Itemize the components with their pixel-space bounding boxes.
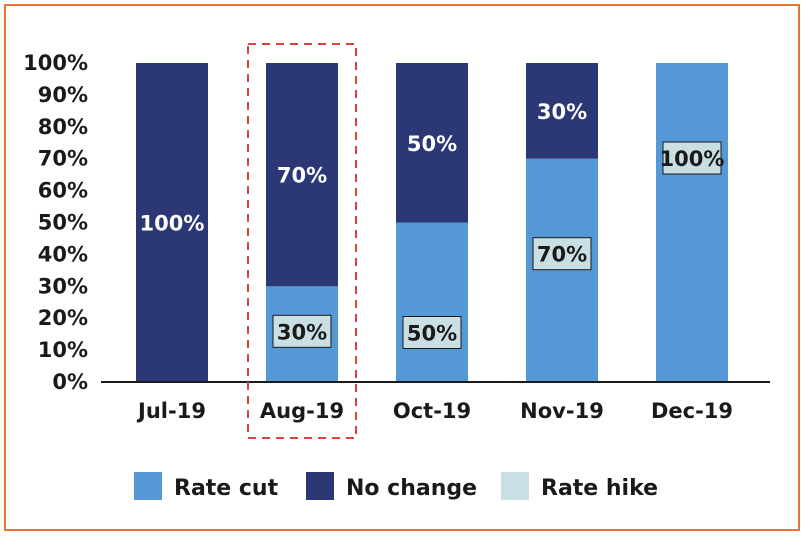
legend-swatch-no-change [306, 472, 334, 500]
legend-swatch-rate-hike [501, 472, 529, 500]
data-label-aug-19-no-change: 70% [277, 164, 327, 188]
data-label-jul-19-no-change: 100% [140, 212, 205, 236]
x-tick-label-jul-19: Jul-19 [136, 399, 206, 423]
bar-jul-19-no-change [136, 63, 208, 382]
data-label-dec-19-rate-cut: 100% [660, 147, 725, 171]
data-label-box-dec-19-rate-cut [662, 141, 722, 175]
y-tick-label-80: 80% [38, 115, 88, 139]
bar-nov-19-no-change [526, 63, 598, 159]
y-tick-label-100: 100% [23, 51, 88, 75]
y-tick-label-90: 90% [38, 83, 88, 107]
y-tick-label-30: 30% [38, 274, 88, 298]
data-label-nov-19-rate-cut: 70% [537, 243, 587, 267]
y-tick-label-70: 70% [38, 147, 88, 171]
x-tick-label-aug-19: Aug-19 [260, 399, 344, 423]
y-tick-label-0: 0% [52, 370, 88, 394]
bar-dec-19-rate-cut [656, 63, 728, 382]
y-tick-label-10: 10% [38, 338, 88, 362]
data-label-aug-19-rate-cut: 30% [277, 320, 327, 344]
bar-aug-19-no-change [266, 63, 338, 287]
y-tick-label-60: 60% [38, 179, 88, 203]
data-label-oct-19-rate-cut: 50% [407, 322, 457, 346]
bar-oct-19-rate-cut [396, 222, 468, 382]
y-tick-label-20: 20% [38, 306, 88, 330]
bar-nov-19-rate-cut [526, 158, 598, 382]
legend-label-rate-hike: Rate hike [541, 476, 658, 501]
data-label-oct-19-no-change: 50% [407, 132, 457, 156]
legend-label-no-change: No change [346, 476, 477, 501]
y-tick-label-40: 40% [38, 242, 88, 266]
bar-oct-19-no-change [396, 63, 468, 223]
x-tick-label-oct-19: Oct-19 [393, 399, 471, 423]
data-label-box-nov-19-rate-cut [532, 237, 592, 271]
x-tick-label-dec-19: Dec-19 [651, 399, 733, 423]
y-tick-label-50: 50% [38, 211, 88, 235]
data-label-nov-19-no-change: 30% [537, 100, 587, 124]
data-label-box-oct-19-rate-cut [402, 316, 462, 349]
legend-label-rate-cut: Rate cut [174, 476, 279, 501]
legend-swatch-rate-cut [134, 472, 162, 500]
x-tick-label-nov-19: Nov-19 [520, 399, 604, 423]
data-label-box-aug-19-rate-cut [272, 314, 332, 348]
